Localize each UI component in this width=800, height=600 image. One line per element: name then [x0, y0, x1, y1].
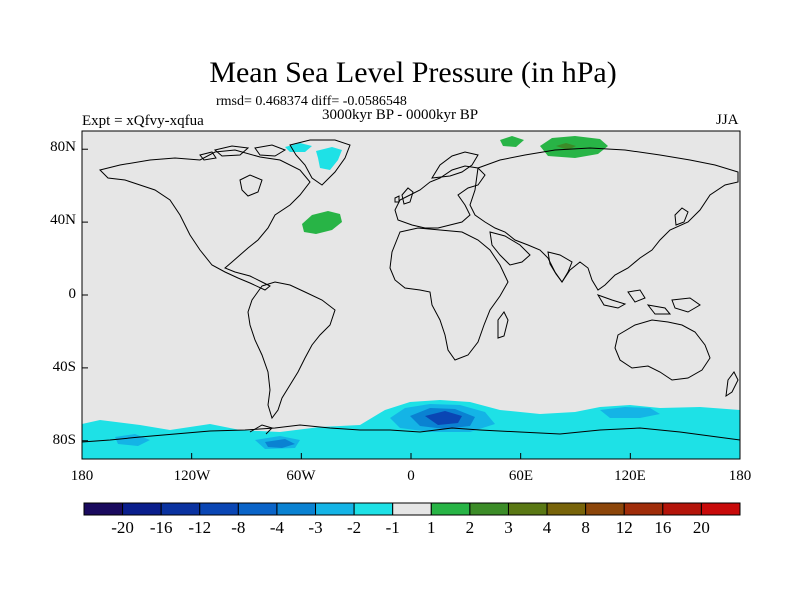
colorbar-box-2 [160, 502, 201, 516]
coastline-antarctic-peninsula [249, 424, 273, 435]
coastline-north-america [99, 149, 311, 291]
coastline-uk [394, 187, 414, 205]
season-label: JJA [716, 112, 739, 128]
stats-label: rmsd= 0.468374 diff= -0.0586548 [216, 94, 407, 109]
colorbar-box-9 [430, 502, 471, 516]
colorbar-label-12: 8 [581, 518, 590, 537]
experiment-label: Expt = xQfvy-xqfua [82, 113, 204, 129]
coastline-madagascar [497, 311, 509, 339]
colorbar-box-13 [585, 502, 625, 516]
colorbar-box-8 [392, 502, 432, 516]
coastline-india [547, 251, 573, 283]
coastline-australia [614, 319, 711, 381]
colorbar-label-15: 20 [692, 518, 710, 537]
coastline-hudson-bay [239, 174, 263, 197]
colorbar-box-7 [353, 502, 394, 516]
colorbar-label-8: 1 [427, 518, 436, 537]
coastline-europe [394, 165, 486, 229]
anomaly-fill-siberia-darkgreen [556, 143, 576, 150]
anomaly-fill-atlantic-green [302, 211, 342, 234]
colorbar-box-4 [237, 502, 278, 516]
lon-label-180w: 180 [70, 468, 94, 484]
colorbar-label-9: 2 [465, 518, 475, 537]
colorbar-box-1 [122, 502, 162, 516]
colorbar-box-0 [83, 502, 124, 516]
lon-label-120e: 120E [614, 468, 646, 484]
lat-label-80n: 80N [50, 139, 76, 155]
colorbar-label-13: 12 [615, 518, 633, 537]
coastline-africa [389, 227, 509, 361]
lon-label-120w: 120W [173, 468, 211, 484]
coastline-greenland [289, 139, 351, 186]
period-label: 3000kyr BP - 0000kyr BP [322, 107, 479, 123]
anomaly-fill-antarctic-cyan [82, 400, 740, 459]
colorbar-box-6 [315, 502, 355, 516]
colorbar-box-16 [700, 502, 741, 516]
colorbar-box-11 [507, 502, 548, 516]
axis-ticks [81, 148, 741, 459]
lat-label-40n: 40N [50, 212, 76, 228]
coastline-asia [469, 147, 739, 291]
colorbar-label-11: 4 [542, 518, 552, 537]
coastline-new-zealand [725, 371, 739, 398]
coastlines [81, 139, 741, 443]
coastline-south-america [247, 281, 336, 420]
page-title: Mean Sea Level Pressure (in hPa) [209, 56, 617, 89]
colorbar-box-14 [623, 502, 664, 516]
lon-label-0: 0 [407, 468, 415, 484]
anomaly-fill-antarctic-blue [265, 408, 475, 448]
colorbar-label-1: -16 [149, 518, 173, 537]
colorbar-label-4: -4 [269, 518, 285, 537]
coastline-scandinavia [431, 151, 479, 179]
colorbar-label-3: -8 [231, 518, 246, 537]
colorbar-label-14: 16 [654, 518, 672, 537]
colorbar-label-0: -20 [111, 518, 134, 537]
colorbar-label-7: -1 [385, 518, 400, 537]
coastline-arctic-islands [199, 144, 287, 161]
lat-label-40s: 40S [52, 359, 76, 375]
colorbar-label-5: -3 [308, 518, 323, 537]
lon-label-60w: 60W [286, 468, 316, 484]
colorbar-label-6: -2 [347, 518, 362, 537]
anomaly-fills [82, 136, 740, 459]
lat-label-80s: 80S [52, 432, 76, 448]
colorbar-box-10 [469, 502, 509, 516]
coastline-japan [674, 207, 689, 226]
anomaly-fill-siberia-green [500, 136, 608, 158]
lon-label-180e: 180 [728, 468, 752, 484]
anomaly-fill-arctic-cyan [285, 143, 342, 170]
colorbar-box-15 [662, 502, 702, 516]
colorbar-label-10: 3 [504, 518, 513, 537]
coastline-indonesia [596, 289, 701, 315]
coastline-arabia [489, 231, 531, 266]
lon-label-60e: 60E [508, 468, 534, 484]
colorbar-box-3 [199, 502, 239, 516]
colorbar-box-5 [276, 502, 317, 516]
colorbar-label-2: -12 [188, 518, 212, 537]
lat-label-0: 0 [68, 286, 77, 302]
anomaly-fill-antarctic-darkblue [425, 411, 462, 425]
colorbar-box-12 [546, 502, 587, 516]
coastline-antarctica [81, 424, 741, 443]
